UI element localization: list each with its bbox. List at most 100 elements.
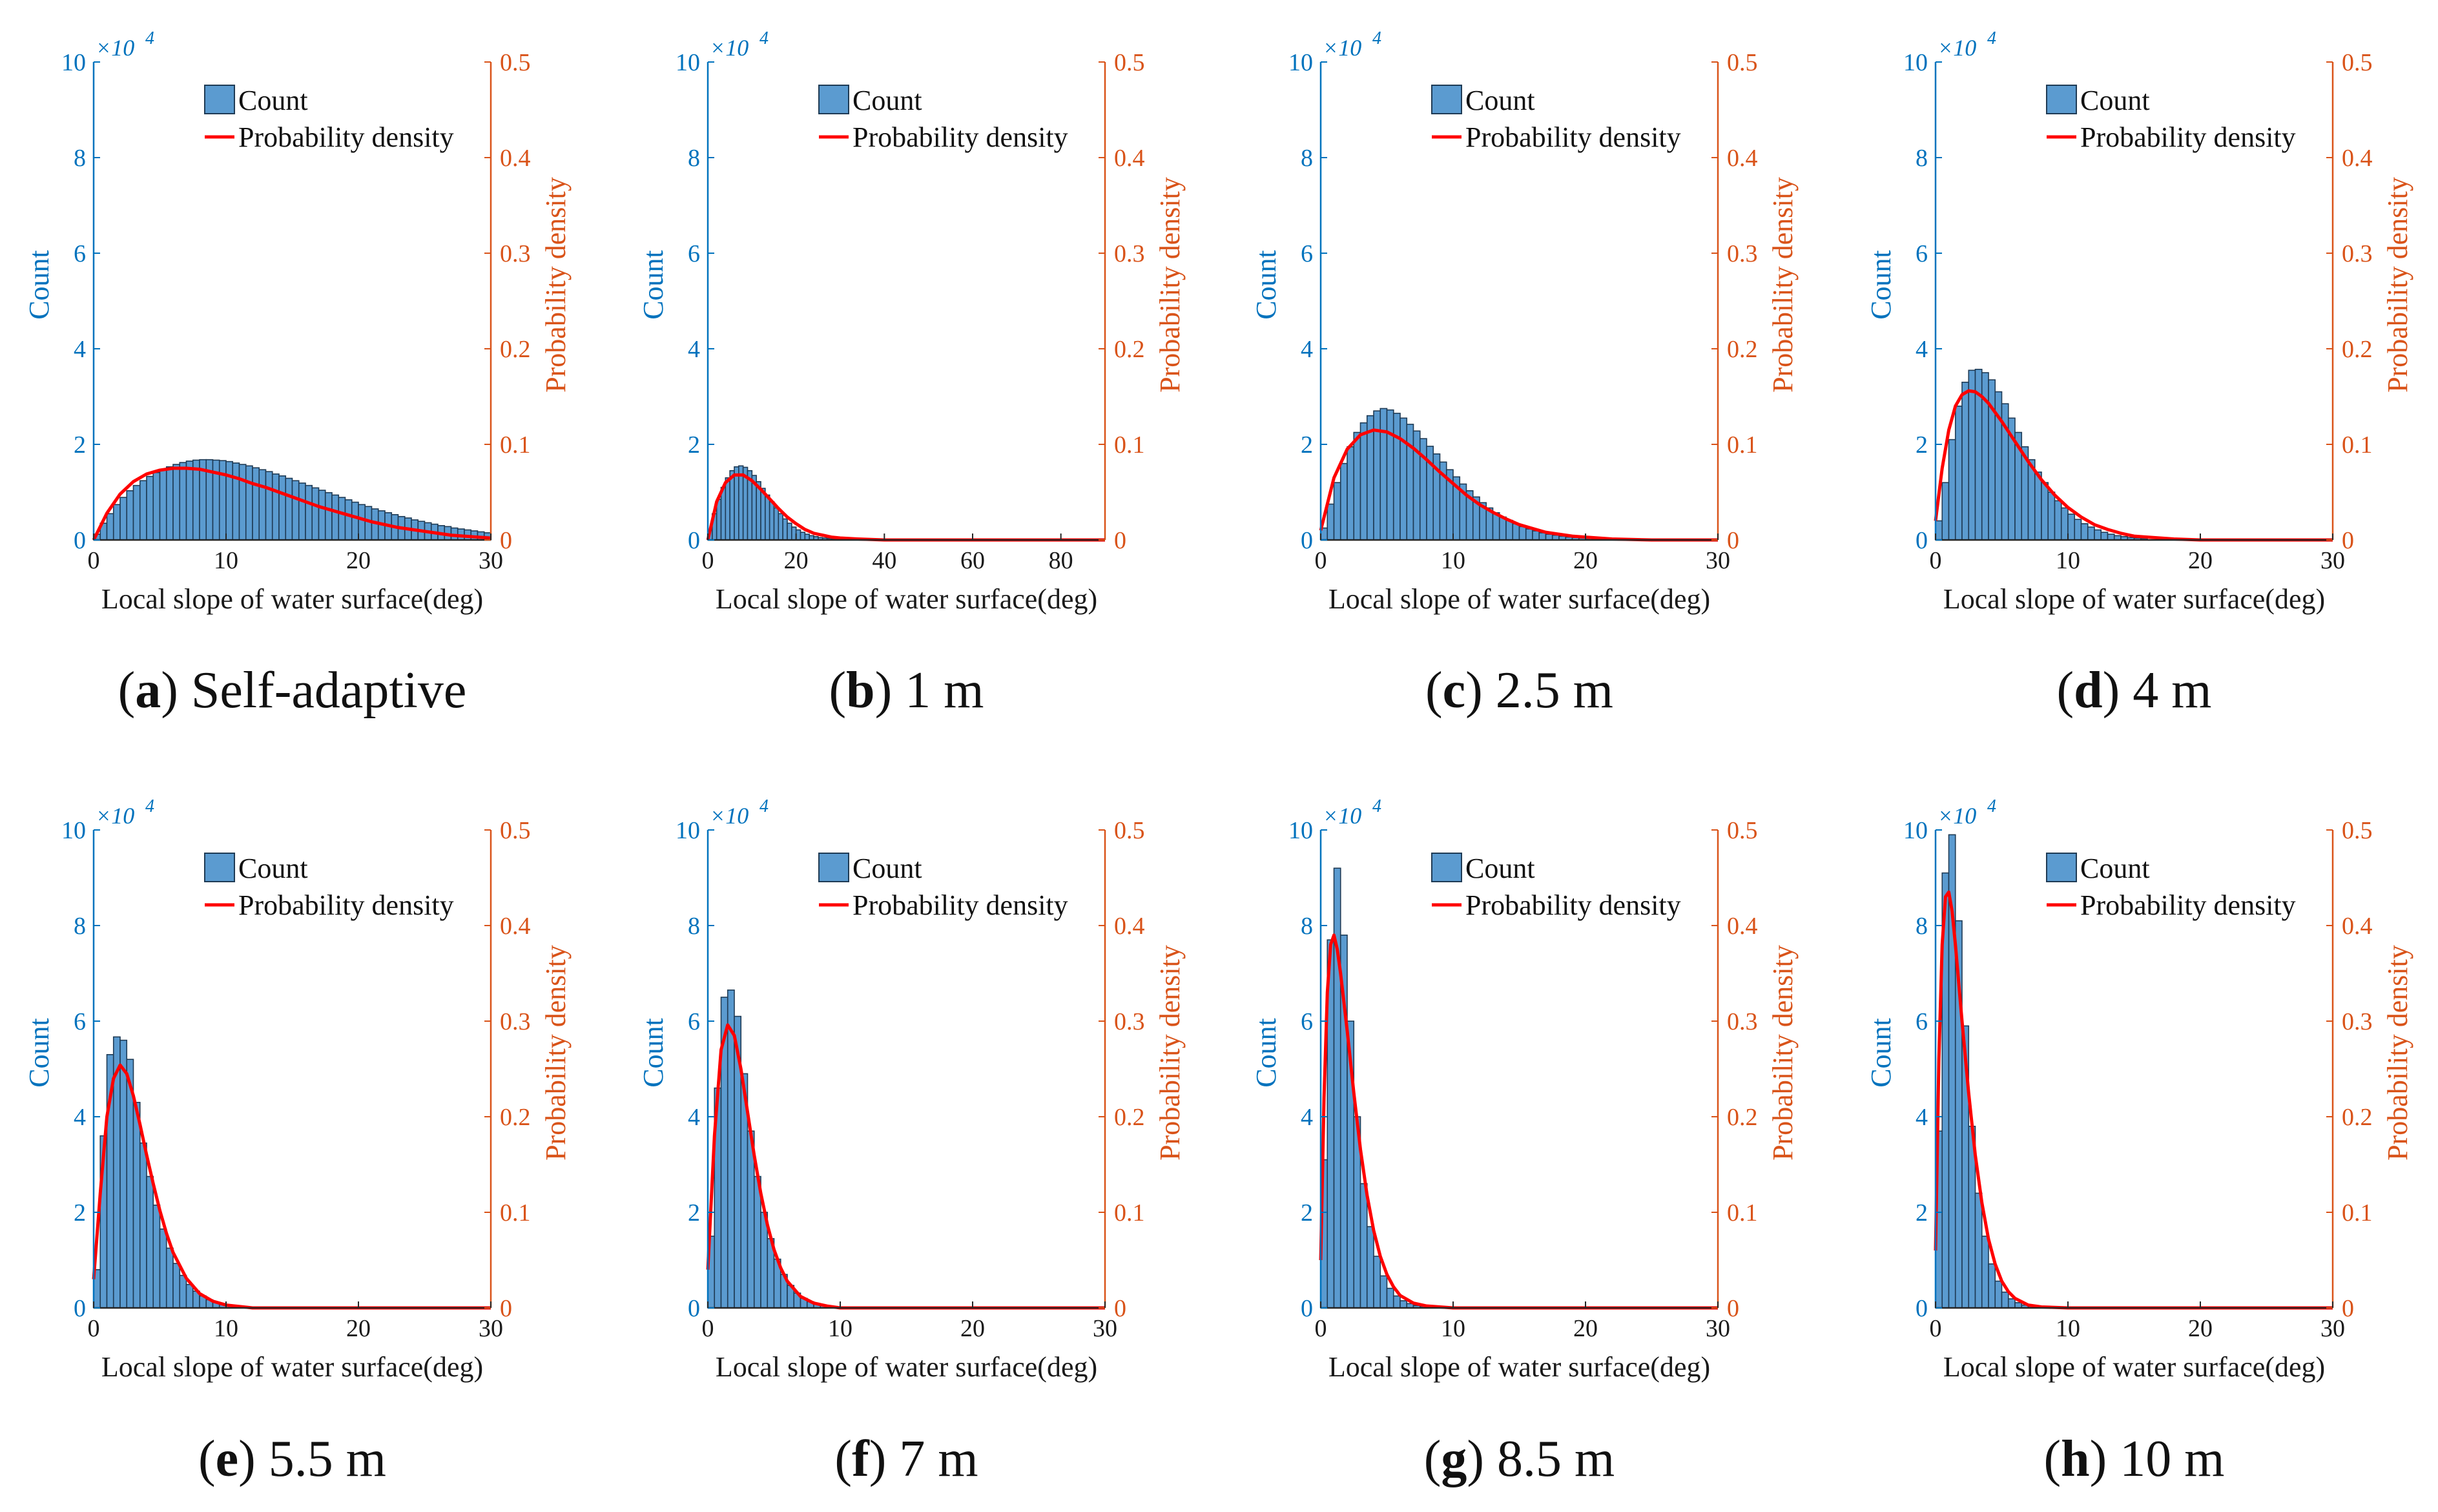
- legend: Count Probability density: [818, 853, 1068, 921]
- y-tick-label: 2: [74, 1199, 86, 1227]
- y2-tick-label: 0.3: [1114, 1008, 1145, 1035]
- y-tick-label: 10: [1903, 817, 1928, 844]
- bar: [1512, 523, 1520, 541]
- y-exponent: 4: [145, 28, 154, 48]
- x-tick-label: 0: [702, 1315, 714, 1342]
- x-tick-label: 0: [1315, 547, 1327, 574]
- legend-count-label: Count: [238, 853, 308, 884]
- legend: Count Probability density: [1431, 853, 1681, 921]
- y2-tick-label: 0.1: [500, 431, 531, 459]
- bar: [773, 507, 780, 541]
- subplot-caption: (f) 7 m: [834, 1431, 978, 1487]
- bar: [1545, 533, 1553, 541]
- bar: [800, 532, 806, 541]
- bar: [2080, 523, 2089, 541]
- bar: [2100, 532, 2109, 541]
- legend-count-swatch: [818, 85, 849, 114]
- y-tick-label: 8: [688, 145, 700, 172]
- bar: [2074, 519, 2082, 541]
- y2-tick-label: 0.5: [1114, 817, 1145, 844]
- y2-tick-label: 0.2: [1727, 1104, 1758, 1131]
- legend-count-swatch: [818, 853, 849, 882]
- y2-tick-label: 0: [1727, 527, 1739, 554]
- y-tick-label: 2: [688, 1199, 700, 1227]
- y-axis-label: Count: [1865, 250, 1897, 320]
- y2-tick-label: 0: [500, 527, 512, 554]
- subplot-d: 0 2 4 6 8 10 0 0.1 0.2 0.3 0.4 0.5 0 10 20 30 ×10 4 Local …: [1865, 28, 2413, 719]
- caption-letter: g: [1441, 1431, 1467, 1487]
- y2-axis-label: Probability density: [2382, 945, 2413, 1161]
- bar: [1373, 1256, 1381, 1309]
- bar: [1961, 381, 1970, 541]
- y-exponent: 4: [145, 796, 154, 816]
- x-tick-label: 80: [1049, 547, 1073, 574]
- x-tick-label: 30: [1706, 547, 1730, 574]
- legend: Count Probability density: [818, 85, 1068, 153]
- bar: [112, 504, 121, 541]
- y-exponent: 4: [759, 28, 769, 48]
- bar: [1386, 1287, 1394, 1309]
- y2-tick-label: 0.2: [2342, 1104, 2373, 1131]
- y2-tick-label: 0.1: [500, 1199, 531, 1227]
- pdf-curve: [1319, 428, 1718, 542]
- y2-tick-label: 0.1: [2342, 431, 2373, 459]
- y-tick-label: 6: [1301, 240, 1313, 267]
- caption-text: 7 m: [899, 1431, 978, 1487]
- bar: [126, 490, 134, 541]
- bar: [278, 475, 287, 541]
- caption-letter: h: [2061, 1431, 2090, 1487]
- y-multiplier: ×10: [1323, 35, 1361, 61]
- bar: [106, 513, 114, 541]
- y-multiplier: ×10: [96, 803, 134, 829]
- bar: [159, 1228, 167, 1309]
- subplot-c: 0 2 4 6 8 10 0 0.1 0.2 0.3 0.4 0.5 0 10 20 30 ×10 4 Local …: [1250, 28, 1799, 719]
- x-tick-label: 10: [214, 547, 238, 574]
- caption-text: 10 m: [2120, 1431, 2224, 1487]
- bar: [1974, 1192, 1983, 1309]
- y-axis-label: Count: [637, 1018, 669, 1088]
- bar: [1968, 369, 1976, 541]
- y2-tick-label: 0.2: [500, 336, 531, 363]
- bar: [119, 497, 128, 541]
- bar: [1353, 431, 1361, 541]
- y-axis-label: Count: [1865, 1018, 1897, 1088]
- legend-pdf-label: Probability density: [238, 889, 454, 921]
- y2-tick-label: 0.3: [1114, 240, 1145, 267]
- bar: [1386, 409, 1394, 541]
- y2-tick-label: 0.5: [2342, 49, 2373, 76]
- y2-tick-label: 0.2: [1114, 1104, 1145, 1131]
- legend: Count Probability density: [204, 853, 454, 921]
- y2-tick-label: 0.4: [1114, 913, 1145, 940]
- y-axis-label: Count: [23, 1018, 55, 1088]
- x-tick-label: 20: [2188, 547, 2213, 574]
- bar: [172, 1263, 181, 1309]
- x-axis-label: Local slope of water surface(deg): [101, 583, 483, 615]
- y-axis-label: Count: [23, 250, 55, 320]
- subplot-g: 0 2 4 6 8 10 0 0.1 0.2 0.3 0.4 0.5 0 10 20 30 ×10 4 Local …: [1250, 796, 1799, 1487]
- y2-tick-label: 0.2: [1727, 336, 1758, 363]
- y-tick-label: 2: [1916, 431, 1928, 459]
- x-tick-label: 20: [346, 1315, 371, 1342]
- y2-tick-label: 0.3: [2342, 1008, 2373, 1035]
- histogram-bars: [1320, 867, 1427, 1309]
- y2-tick-label: 0: [1114, 527, 1126, 554]
- y-tick-label: 2: [1301, 1199, 1313, 1227]
- y-tick-label: 2: [1301, 431, 1313, 459]
- y-tick-label: 4: [688, 336, 700, 363]
- caption-letter: a: [135, 662, 161, 719]
- y2-tick-label: 0.3: [1727, 1008, 1758, 1035]
- subplot-caption: (e) 5.5 m: [198, 1431, 386, 1487]
- y-tick-label: 10: [1903, 49, 1928, 76]
- histogram-bars: [707, 989, 834, 1309]
- bar: [238, 464, 247, 541]
- bar: [2047, 492, 2056, 541]
- legend-count-label: Count: [2080, 85, 2150, 116]
- bar: [119, 1039, 128, 1309]
- y-exponent: 4: [1987, 28, 1996, 48]
- y-tick-label: 8: [688, 913, 700, 940]
- bar: [1532, 530, 1540, 541]
- bar: [804, 533, 810, 541]
- x-tick-label: 10: [1441, 547, 1465, 574]
- legend: Count Probability density: [1431, 85, 1681, 153]
